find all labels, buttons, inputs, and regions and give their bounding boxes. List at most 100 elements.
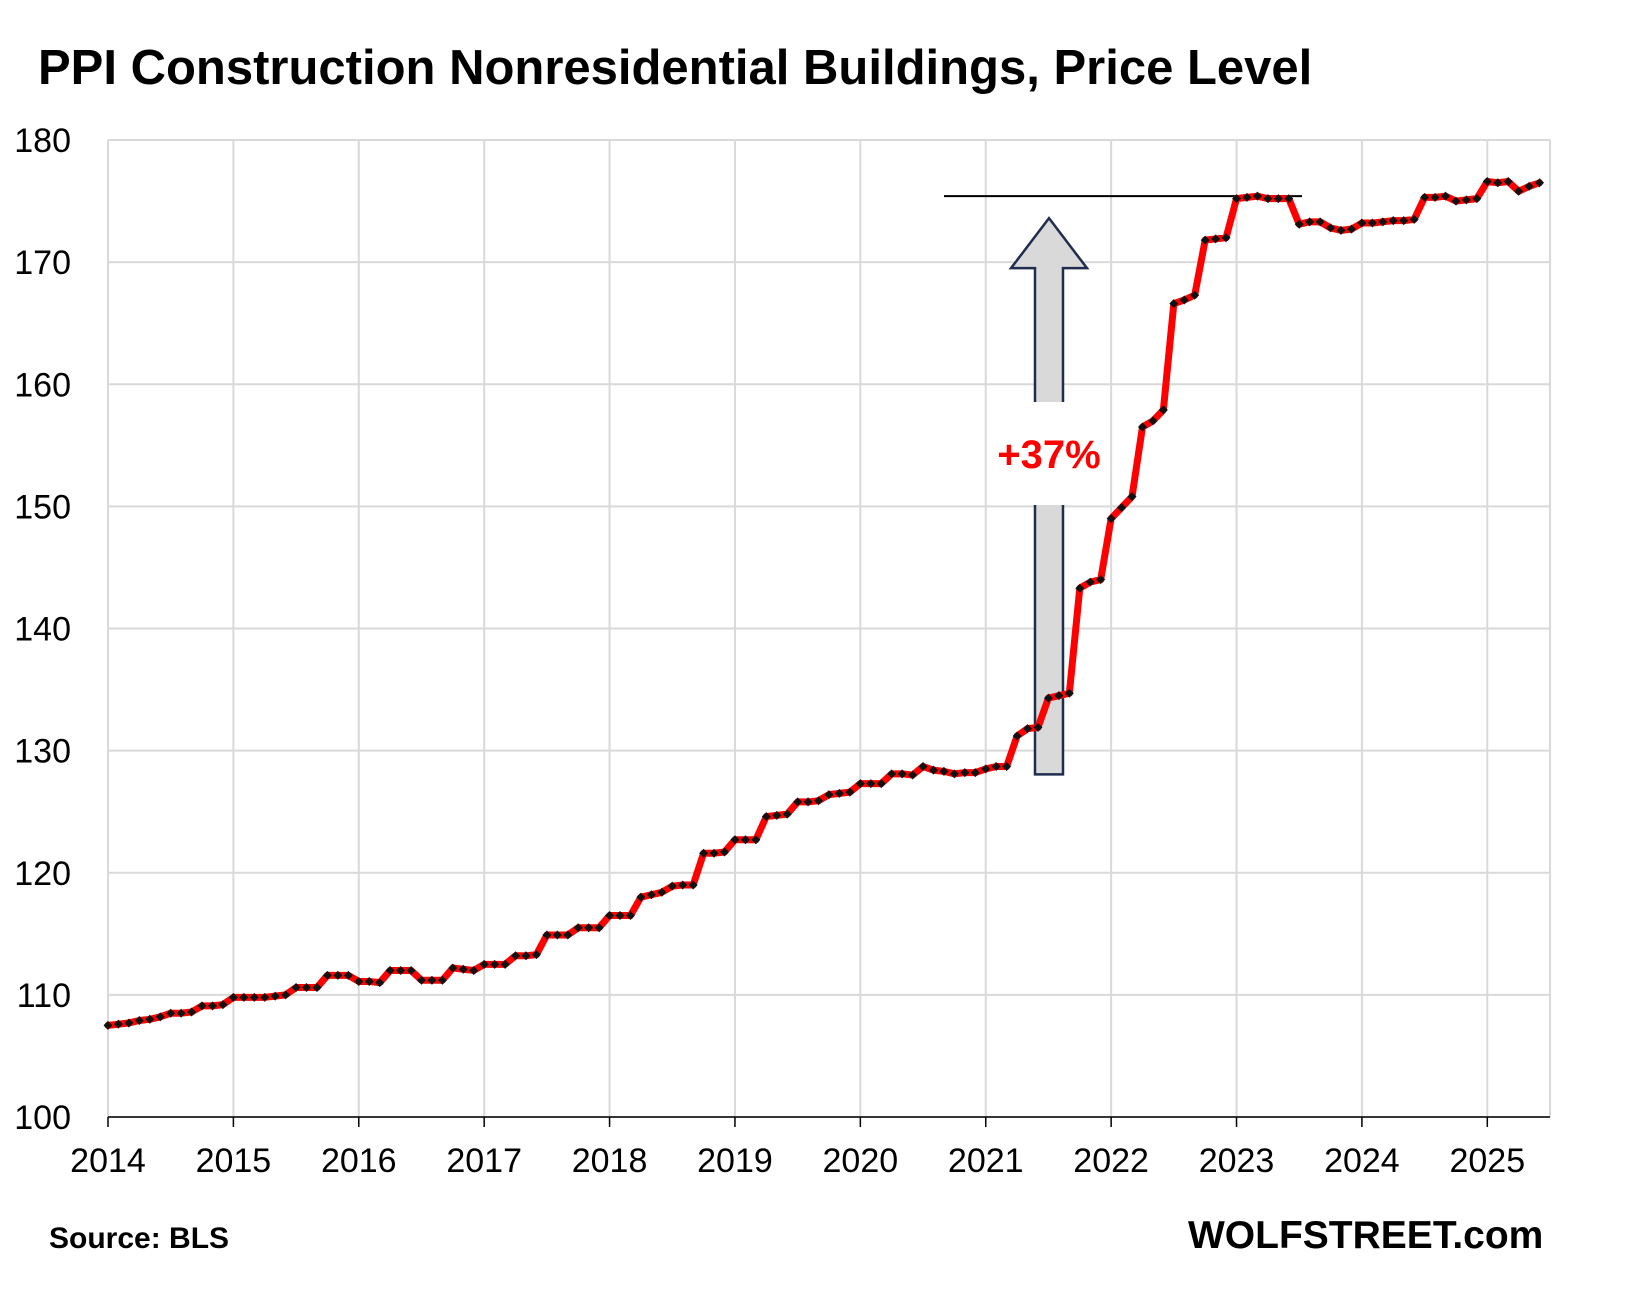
data-point-marker [1064,688,1074,698]
data-point-marker [1451,196,1461,206]
data-point-marker [448,963,458,973]
data-point-marker [1033,722,1043,732]
data-point-marker [1336,225,1346,235]
data-point-marker [615,910,625,920]
data-point-marker [625,910,635,920]
data-point-marker [1148,416,1158,426]
data-point-marker [866,779,876,789]
x-tick-label: 2019 [697,1142,773,1180]
y-tick-label: 130 [14,733,71,771]
data-point-marker [406,965,416,975]
y-tick-label: 100 [14,1099,71,1137]
source-note: Source: BLS [49,1222,230,1255]
x-tick-label: 2020 [823,1142,899,1180]
data-point-marker [1252,191,1262,201]
data-point-marker [1535,178,1545,188]
y-axis-tick-labels: 100 110 120 130 140 150 160 170 180 [14,122,71,1137]
data-point-marker [1284,194,1294,204]
data-point-marker [793,797,803,807]
data-point-marker [970,768,980,778]
data-point-marker [1493,178,1503,188]
data-point-marker [594,923,604,933]
data-point-marker [1127,492,1137,502]
data-point-marker [667,881,677,891]
data-point-marker [1221,233,1231,243]
data-point-marker [270,991,280,1001]
data-point-marker [364,976,374,986]
data-point-marker [1378,217,1388,227]
x-tick-label: 2022 [1073,1142,1149,1180]
data-point-marker [1482,177,1492,187]
data-point-marker [354,976,364,986]
data-point-marker [1399,216,1409,226]
data-point-marker [155,1012,165,1022]
data-point-marker [1409,214,1419,224]
data-point-marker [490,959,500,969]
data-point-marker [1472,194,1482,204]
data-point-marker [897,769,907,779]
data-point-marker [1232,194,1242,204]
data-point-marker [981,764,991,774]
price-level-series [103,177,1545,1030]
data-point-marker [949,769,959,779]
data-point-marker [416,975,426,985]
data-point-marker [437,975,447,985]
y-tick-label: 160 [14,366,71,404]
data-point-marker [521,951,531,961]
data-point-marker [124,1018,134,1028]
percent-change-label: +37% [997,433,1100,477]
data-point-marker [1273,194,1283,204]
x-tick-label: 2024 [1324,1142,1400,1180]
data-point-marker [1190,290,1200,300]
data-point-marker [552,930,562,940]
data-point-marker [385,965,395,975]
data-point-marker [103,1020,113,1030]
increase-arrow [1008,216,1090,776]
data-point-marker [1461,195,1471,205]
data-point-marker [291,983,301,993]
data-point-marker [333,970,343,980]
data-point-marker [1305,217,1315,227]
data-point-marker [814,796,824,806]
data-point-marker [1503,177,1513,187]
data-point-marker [1043,693,1053,703]
y-tick-label: 140 [14,611,71,649]
data-point-marker [876,779,886,789]
chart-title: PPI Construction Nonresidential Building… [38,41,1313,95]
data-point-marker [1315,217,1325,227]
data-point-marker [740,835,750,845]
x-tick-label: 2021 [948,1142,1024,1180]
data-point-marker [887,769,897,779]
data-point-marker [207,1001,217,1011]
data-point-marker [1169,299,1179,309]
data-point-marker [187,1007,197,1017]
y-tick-label: 180 [14,122,71,160]
data-point-marker [845,787,855,797]
data-point-marker [688,880,698,890]
data-point-marker [657,887,667,897]
data-point-marker [542,930,552,940]
data-point-marker [113,1019,123,1029]
data-point-marker [1137,422,1147,432]
data-point-marker [375,978,385,988]
data-point-marker [563,930,573,940]
data-point-marker [1420,192,1430,202]
data-point-marker [1200,235,1210,245]
data-point-marker [782,809,792,819]
data-point-marker [1158,405,1168,415]
data-point-marker [511,951,521,961]
data-point-marker [678,880,688,890]
data-point-marker [1085,577,1095,587]
data-point-marker [1294,219,1304,229]
data-point-marker [1367,218,1377,228]
data-point-marker [573,923,583,933]
data-point-marker [751,835,761,845]
data-point-marker [312,983,322,993]
data-point-marker [646,890,656,900]
data-point-marker [302,983,312,993]
data-point-marker [1242,192,1252,202]
data-point-marker [803,797,813,807]
data-point-marker [145,1014,155,1024]
data-point-marker [469,965,479,975]
